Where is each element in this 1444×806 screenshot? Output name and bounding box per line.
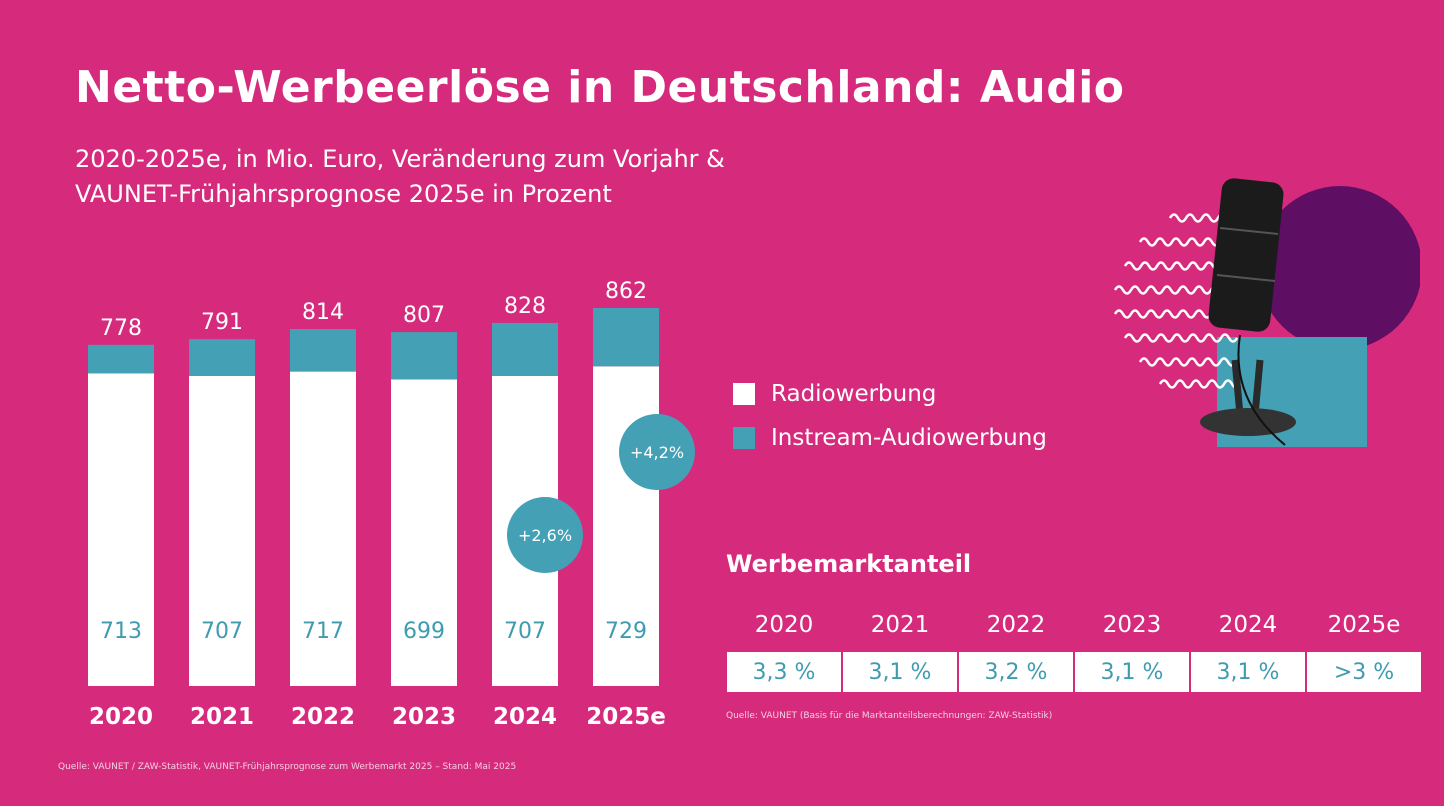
total-label: 778 (100, 316, 142, 341)
share-title: Werbemarktanteil (726, 550, 972, 578)
bar-instream (88, 344, 154, 374)
wave-line (1123, 333, 1239, 343)
share-value: >3 % (1307, 652, 1421, 692)
wave-line (1158, 379, 1242, 389)
bar-instream (593, 308, 659, 367)
wave-line (1138, 357, 1238, 367)
radio-value-label: 729 (605, 619, 647, 644)
bar-radio (391, 379, 457, 686)
share-value: 3,1 % (1075, 652, 1189, 692)
total-label: 807 (403, 303, 445, 328)
change-bubble (507, 497, 583, 573)
x-tick-label: 2021 (190, 704, 254, 730)
bar-instream (290, 329, 356, 372)
x-tick-label: 2024 (493, 704, 557, 730)
legend-label-radio: Radiowerbung (771, 381, 937, 407)
purple-circle-decoration (1258, 186, 1420, 350)
bar-radio (290, 371, 356, 686)
legend-item-radio: Radiowerbung (733, 381, 936, 407)
x-tick-label: 2022 (291, 704, 355, 730)
share-value: 3,2 % (959, 652, 1073, 692)
microphone-illustration (1113, 178, 1420, 447)
legend-item-instream: Instream-Audiowerbung (733, 425, 1047, 451)
change-label: +4,2% (630, 443, 684, 462)
radio-value-label: 707 (504, 619, 546, 644)
radio-value-label: 707 (201, 619, 243, 644)
total-label: 814 (302, 300, 344, 325)
bar-instream (492, 322, 558, 376)
legend-swatch-radio (733, 383, 755, 405)
share-value: 3,1 % (843, 652, 957, 692)
share-value: 3,3 % (727, 652, 841, 692)
page-title: Netto-Werbeerlöse in Deutschland: Audio (75, 62, 1125, 113)
bar-instream (189, 339, 255, 376)
legend-swatch-instream (733, 427, 755, 449)
share-value: 3,1 % (1191, 652, 1305, 692)
bar-instream (391, 332, 457, 380)
x-tick-label: 2020 (89, 704, 153, 730)
radio-value-label: 717 (302, 619, 344, 644)
subtitle-line-1: 2020-2025e, in Mio. Euro, Veränderung zu… (75, 145, 725, 173)
share-year: 2020 (754, 612, 814, 638)
source-note: Quelle: VAUNET / ZAW-Statistik, VAUNET-F… (58, 762, 517, 772)
change-bubble (619, 414, 695, 490)
share-year: 2024 (1218, 612, 1278, 638)
share-year: 2023 (1102, 612, 1162, 638)
share-source-note: Quelle: VAUNET (Basis für die Marktantei… (726, 711, 1053, 721)
radio-value-label: 699 (403, 619, 445, 644)
subtitle-line-2: VAUNET-Frühjahrsprognose 2025e in Prozen… (75, 180, 612, 208)
total-label: 828 (504, 294, 546, 319)
bar-radio (88, 373, 154, 686)
x-tick-label: 2025e (586, 704, 666, 730)
bar-radio (189, 375, 255, 686)
x-tick-label: 2023 (392, 704, 456, 730)
share-year: 2021 (870, 612, 930, 638)
share-year: 2025e (1327, 612, 1401, 638)
share-year: 2022 (986, 612, 1046, 638)
change-label: +2,6% (518, 526, 572, 545)
total-label: 862 (605, 279, 647, 304)
legend-label-instream: Instream-Audiowerbung (771, 425, 1047, 451)
microphone-icon (1200, 178, 1296, 446)
total-label: 791 (201, 310, 243, 335)
radio-value-label: 713 (100, 619, 142, 644)
